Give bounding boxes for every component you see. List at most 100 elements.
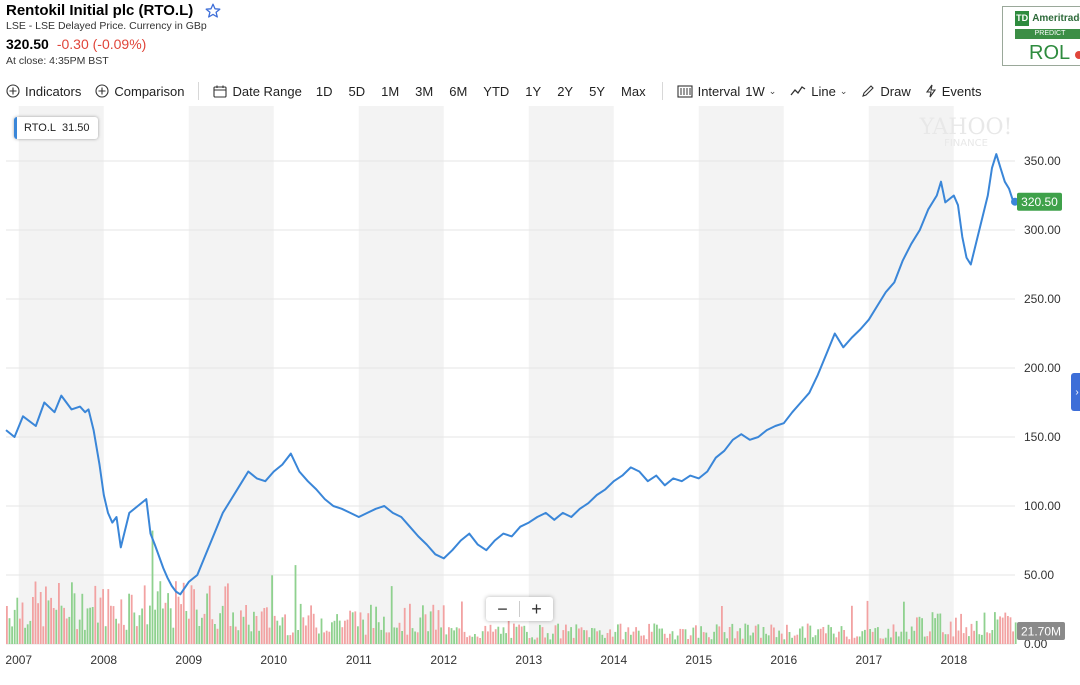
volume-bar (580, 627, 583, 644)
volume-bar (294, 565, 297, 644)
x-tick-label: 2007 (5, 653, 32, 667)
volume-bar (518, 624, 520, 644)
volume-bar (918, 616, 921, 644)
volume-bar (162, 608, 164, 644)
indicators-button[interactable]: Indicators (6, 84, 81, 99)
price-chart[interactable]: YAHOO! FINANCE 0.00 50.00 100.00 150.00 200.… (0, 106, 1080, 685)
year-stripe (698, 106, 784, 644)
volume-bar (263, 608, 266, 644)
volume-bar (289, 635, 292, 644)
x-tick-label: 2018 (940, 653, 967, 667)
range-3m[interactable]: 3M (415, 83, 434, 99)
volume-bar (832, 633, 835, 644)
year-stripes (18, 106, 954, 644)
volume-bar (401, 631, 403, 644)
zoom-in-button[interactable]: + (531, 599, 542, 619)
volume-bar (219, 613, 221, 644)
range-5y[interactable]: 5Y (589, 83, 606, 99)
volume-bar (822, 627, 825, 644)
volume-bar (484, 625, 487, 644)
volume-bar (341, 627, 344, 644)
volume-bar (546, 633, 549, 644)
volume-bar (861, 631, 864, 644)
x-tick-label: 2012 (430, 653, 457, 667)
volume-bar (159, 581, 162, 644)
volume-bar (232, 612, 234, 644)
range-6m[interactable]: 6M (449, 83, 468, 99)
volume-bar (900, 631, 903, 644)
volume-bar (94, 585, 97, 644)
date-range-button[interactable]: Date Range (213, 84, 302, 99)
volume-bar (73, 593, 76, 644)
volume-bar (905, 631, 908, 644)
volume-bar (801, 626, 804, 644)
volume-bar (409, 603, 411, 644)
side-panel-toggle[interactable]: › (1071, 373, 1080, 411)
volume-bar (26, 624, 29, 644)
range-1d[interactable]: 1D (315, 83, 333, 99)
volume-bar (471, 636, 474, 644)
volume-bar (908, 639, 910, 644)
events-button[interactable]: Events (925, 84, 981, 99)
volume-bar (60, 605, 63, 644)
volume-bar (468, 635, 471, 644)
volume-bar (910, 626, 913, 644)
range-max[interactable]: Max (621, 83, 646, 99)
draw-label: Draw (880, 83, 911, 99)
volume-bar (544, 637, 546, 644)
volume-bar (767, 635, 770, 644)
volume-bar (211, 619, 214, 644)
chevron-down-icon: ⌄ (839, 85, 848, 96)
volume-bar (739, 628, 741, 644)
volume-bar (570, 627, 572, 644)
volume-bar (601, 634, 604, 644)
zoom-out-button[interactable]: − (497, 599, 508, 619)
volume-bar (338, 620, 341, 644)
range-ytd[interactable]: YTD (483, 83, 510, 99)
x-tick-label: 2011 (346, 653, 372, 667)
volume-bar (396, 627, 398, 644)
interval-dropdown[interactable]: Interval 1W ⌄ (677, 84, 776, 99)
volume-bar (476, 636, 479, 644)
volume-bar (783, 639, 786, 644)
volume-bar (637, 630, 640, 644)
volume-bar (112, 606, 115, 644)
volume-bar (151, 530, 154, 644)
y-tick-label: 250.00 (1024, 292, 1061, 306)
range-1m[interactable]: 1M (381, 83, 400, 99)
volume-bar (983, 612, 986, 644)
range-1y[interactable]: 1Y (525, 83, 542, 99)
volume-bar (682, 629, 684, 644)
ad-banner[interactable]: TD Ameritrade PREDICT ROL (1002, 6, 1080, 66)
volume-bar (458, 628, 461, 644)
star-icon[interactable] (205, 3, 221, 19)
toolbar-divider (198, 82, 200, 100)
volume-bar (320, 618, 323, 644)
volume-bar (107, 589, 110, 644)
quote-title: Rentokil Initial plc (RTO.L) (6, 2, 194, 19)
x-tick-label: 2014 (600, 653, 627, 667)
volume-bar (450, 628, 453, 644)
volume-bar (541, 627, 544, 644)
volume-bar (793, 635, 796, 644)
volume-bar (916, 617, 918, 644)
volume-bar (487, 631, 489, 644)
volume-bar (619, 623, 622, 644)
volume-bar (788, 632, 791, 644)
volume-bar (188, 618, 190, 644)
comparison-button[interactable]: Comparison (95, 84, 184, 99)
volume-bar (955, 617, 957, 644)
draw-button[interactable]: Draw (861, 83, 911, 99)
volume-bar (806, 623, 809, 644)
legend-chip[interactable]: RTO.L 31.50 (14, 117, 98, 139)
volume-bar (1004, 612, 1007, 644)
chart-type-dropdown[interactable]: Line ⌄ (790, 84, 847, 99)
indicators-label: Indicators (25, 83, 82, 99)
volume-bar (115, 618, 117, 644)
volume-bar (606, 633, 609, 644)
range-5d[interactable]: 5D (348, 83, 366, 99)
volume-bar (380, 629, 383, 644)
volume-bar (923, 636, 926, 644)
range-2y[interactable]: 2Y (557, 83, 574, 99)
volume-bar (84, 629, 86, 644)
